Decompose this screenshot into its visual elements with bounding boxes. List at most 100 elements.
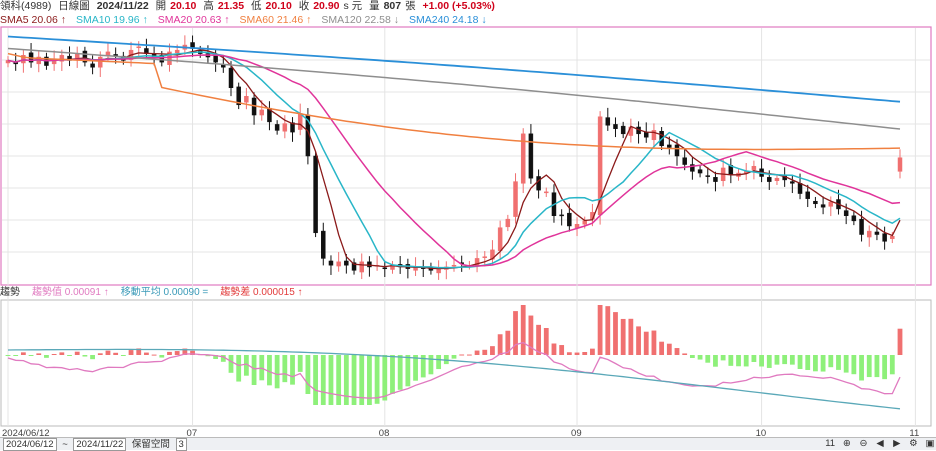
bottom-toolbar: 2024/06/12 ~ 2024/11/22 保留空間 3 11 ⊕ ⊖ ◀ … [0, 437, 936, 451]
indicator-bar [866, 355, 872, 378]
indicator-bar [897, 328, 903, 355]
candle-body [813, 200, 818, 205]
indicator-bar [151, 354, 157, 356]
indicator-bar [36, 353, 42, 355]
sma-label-4: SMA120 22.58 ↓ [321, 14, 399, 26]
indicator-bar [520, 305, 526, 355]
candle-body [613, 124, 618, 129]
candle-body [313, 155, 318, 234]
indicator-bar [559, 345, 565, 355]
indicator-bar [482, 349, 488, 355]
indicator-bar [374, 355, 380, 404]
indicator-bar [859, 355, 864, 381]
page-number[interactable]: 11 [825, 438, 836, 449]
indicator-bar [474, 350, 480, 355]
indicator-bar [128, 350, 134, 355]
zoom-out-icon[interactable]: ⊖ [859, 438, 868, 449]
indicator-bar [889, 355, 895, 375]
high-value: 21.35 [217, 0, 245, 12]
indicator-bar [605, 306, 611, 355]
sma10-line [7, 51, 901, 269]
indicator-bar [843, 355, 849, 373]
indicator-bar [228, 355, 234, 373]
indicator-bar [397, 355, 403, 390]
candle-body [167, 51, 172, 65]
candle-body [774, 177, 780, 181]
date-separator: ~ [62, 439, 68, 450]
indicator-bar [5, 355, 11, 356]
indicator-bar [251, 355, 257, 385]
period-label[interactable]: 日線圖 [58, 0, 90, 12]
indicator-bar [282, 355, 288, 383]
indicator-bar [851, 355, 857, 375]
volume-label: 量 [369, 0, 380, 12]
candle-body [59, 55, 65, 62]
candle-body [882, 233, 887, 242]
settings-icon[interactable]: ⚙ [909, 438, 918, 449]
indicator-bar [451, 355, 457, 359]
candle-body [859, 218, 864, 235]
unit-label: s 元 [343, 0, 363, 12]
candle-body [790, 181, 795, 184]
indicator-legend: 趨勢 趨勢值 0.00091 ↑ 移動平均 0.00090 = 趨勢差 0.00001… [0, 286, 936, 300]
x-tick-label: 07 [187, 428, 198, 439]
indicator-bar [44, 355, 49, 358]
indicator-bar [13, 355, 19, 356]
scroll-right-icon[interactable]: ▶ [893, 438, 901, 449]
indicator-bar [297, 355, 303, 372]
sma20-line [7, 54, 901, 267]
candle-body [651, 130, 657, 141]
indicator-bar [543, 328, 549, 355]
indicator-bar [528, 315, 534, 355]
candle-body [797, 183, 803, 194]
candle-body [567, 212, 572, 227]
candle-body [582, 220, 587, 225]
candle-body [682, 157, 687, 165]
indicator-bar [382, 355, 388, 401]
close-label: 收 [298, 0, 310, 12]
low-label: 低 [251, 0, 262, 12]
x-tick-label: 09 [571, 428, 582, 439]
candle-body [274, 124, 280, 131]
indicator-bar [882, 355, 888, 380]
indicator-bar [159, 355, 165, 358]
candle-body [174, 49, 180, 53]
candle-body [213, 55, 218, 63]
candle-body [436, 268, 441, 274]
candle-body [528, 133, 534, 179]
candle-body [344, 260, 349, 266]
indicator-name[interactable]: 趨勢 [0, 287, 20, 298]
indicator-bar [759, 355, 764, 367]
sma-legend: SMA5 20.06 ↑ SMA10 19.96 ↑ SMA20 20.63 ↑ SM… [0, 13, 936, 27]
keep-space-field[interactable]: 3 [175, 438, 187, 451]
indicator-bar [836, 355, 841, 370]
end-date-field[interactable]: 2024/11/22 [73, 438, 127, 451]
candle-body [851, 215, 857, 222]
candle-body [236, 86, 241, 106]
indicator-bar [182, 348, 188, 355]
candle-body [244, 96, 249, 103]
open-label: 開 [155, 0, 167, 12]
zoom-in-icon[interactable]: ⊕ [842, 438, 851, 449]
quote-date: 2024/11/22 [96, 0, 149, 12]
candle-body [290, 122, 295, 133]
indicator-bar [820, 355, 826, 372]
indicator-bar [574, 352, 580, 355]
candle-body [351, 262, 357, 271]
indicator-bar [105, 350, 111, 355]
stock-name[interactable]: 領科(4989) [0, 0, 52, 12]
indicator-bar [582, 352, 588, 355]
sma240-line [7, 35, 901, 103]
candle-body [113, 54, 118, 56]
scroll-left-icon[interactable]: ◀ [876, 438, 884, 449]
indicator-bar [220, 355, 226, 362]
indicator-bar [813, 355, 818, 372]
start-date-field[interactable]: 2024/06/12 [3, 438, 57, 451]
candle-body [890, 235, 895, 240]
indicator-bar [236, 355, 242, 382]
fullscreen-icon[interactable]: ▣ [925, 438, 935, 449]
candle-body [297, 113, 303, 130]
indicator-bar [290, 355, 295, 385]
indicator-bar [620, 318, 626, 355]
